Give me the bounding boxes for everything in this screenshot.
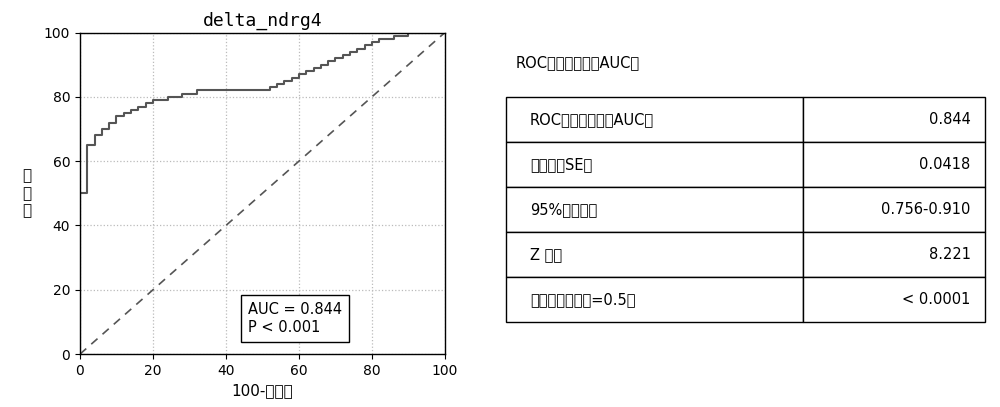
X-axis label: 100-特异性: 100-特异性	[232, 383, 293, 398]
Title: delta_ndrg4: delta_ndrg4	[203, 12, 322, 30]
Text: AUC = 0.844
P < 0.001: AUC = 0.844 P < 0.001	[248, 302, 342, 335]
Y-axis label: 灵
敏
度: 灵 敏 度	[23, 168, 32, 218]
Text: ROC曲线下面积（AUC）: ROC曲线下面积（AUC）	[516, 55, 640, 70]
